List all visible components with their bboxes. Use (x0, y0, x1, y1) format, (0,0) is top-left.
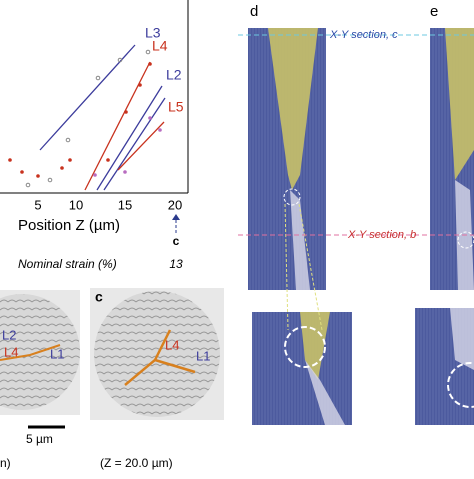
scatter-points (8, 49, 162, 188)
line-label: L4 (165, 337, 179, 352)
highlight (447, 362, 474, 408)
line-label: L2 (2, 327, 16, 342)
line-label: L1 (196, 348, 210, 363)
highlight (283, 188, 301, 206)
section-label: X-Y section, c (329, 29, 398, 41)
panel-b: L2 L4 L1 5 µm n) (0, 290, 80, 470)
panel-label: c (95, 289, 103, 305)
line-label: L5 (168, 99, 184, 115)
caption: n) (0, 456, 11, 470)
marker-label: c (173, 234, 180, 248)
highlight (457, 231, 474, 249)
region (268, 28, 318, 190)
line-label: L3 (145, 25, 161, 41)
panel-c: c L4 L1 (Z = 20.0 µm) (90, 288, 224, 470)
highlight (284, 326, 326, 368)
line-label: L1 (50, 346, 64, 361)
region (300, 312, 330, 380)
connector (284, 203, 289, 331)
sections: X-Y section, c X-Y section, b (238, 29, 474, 241)
strain-value: 13 (169, 257, 183, 271)
region (305, 360, 345, 425)
connector (298, 203, 323, 331)
x-tick-label: 10 (69, 197, 83, 212)
fit-line (39, 44, 136, 151)
plot: L3 L4 L2 L5 5 10 15 20 Position Z (µm) c… (0, 0, 189, 271)
region (290, 190, 310, 290)
arrow-head (172, 214, 180, 220)
panel-e: e (415, 3, 474, 425)
x-tick-label: 20 (168, 197, 182, 212)
region (445, 28, 474, 180)
fit-line (84, 61, 151, 191)
scale-label: 5 µm (26, 432, 53, 446)
line-label: L2 (166, 67, 182, 83)
fit-line (103, 97, 166, 191)
x-tick-label: 15 (118, 197, 132, 212)
caption: (Z = 20.0 µm) (100, 456, 173, 470)
x-axis-label: Position Z (µm) (18, 217, 120, 234)
fit-line (117, 121, 165, 171)
crack (0, 344, 61, 361)
strain-label: Nominal strain (%) (18, 257, 117, 271)
panel-label: d (250, 3, 258, 20)
region (450, 308, 474, 370)
x-tick-label: 5 (34, 197, 41, 212)
crack (124, 329, 196, 386)
panel-d: d (248, 3, 352, 425)
section-label: X-Y section, b (347, 229, 416, 241)
line-label: L4 (152, 38, 168, 54)
line-label: L4 (4, 344, 18, 359)
panel-label: e (430, 3, 438, 20)
fit-line (96, 85, 163, 191)
